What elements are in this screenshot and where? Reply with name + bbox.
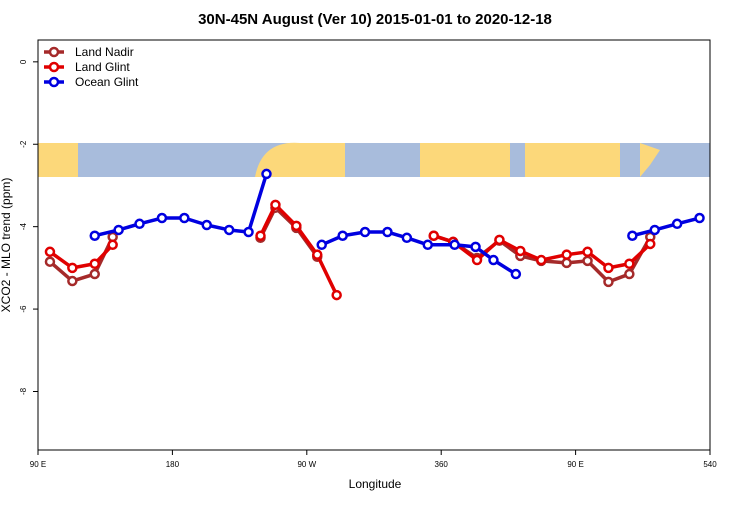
data-point <box>603 262 614 274</box>
y-tick-label: 0 <box>19 59 28 64</box>
data-point <box>422 239 434 251</box>
data-point <box>561 257 572 269</box>
y-axis-label: XCO2 - MLO trend (ppm) <box>0 178 13 313</box>
data-point <box>113 224 124 236</box>
data-point <box>156 212 168 224</box>
x-axis-label: Longitude <box>349 477 402 491</box>
data-point <box>624 258 635 269</box>
y-tick-label: -6 <box>19 305 28 313</box>
data-point <box>649 224 660 236</box>
map-land <box>38 142 660 177</box>
data-point <box>536 254 547 266</box>
data-point <box>89 268 100 280</box>
data-point <box>107 239 118 251</box>
plot-frame <box>37 39 711 451</box>
data-point <box>627 230 638 241</box>
series-line <box>94 173 700 276</box>
data-point <box>603 276 614 288</box>
data-point <box>44 256 56 267</box>
data-point <box>291 220 302 232</box>
data-point <box>401 232 413 244</box>
data-point <box>243 226 254 238</box>
data-point <box>494 234 505 246</box>
data-point <box>624 268 635 280</box>
data-point <box>510 268 522 280</box>
data-point <box>515 245 526 257</box>
data-point <box>428 230 439 241</box>
legend-label: Land Nadir <box>75 45 134 59</box>
data-point <box>561 249 572 260</box>
legend-label: Land Glint <box>75 60 130 74</box>
data-point <box>44 246 56 258</box>
data-point <box>312 249 323 260</box>
data-point <box>337 230 348 241</box>
legend-marker <box>48 76 60 88</box>
data-point <box>471 254 483 266</box>
data-point <box>316 239 327 251</box>
x-tick-label: 90 E <box>30 460 46 469</box>
data-point <box>645 238 656 250</box>
data-point <box>134 218 145 230</box>
data-point <box>488 254 499 266</box>
x-tick-label: 360 <box>435 460 449 469</box>
data-point <box>331 289 342 301</box>
data-point <box>582 255 593 267</box>
data-point <box>270 199 281 211</box>
data-point <box>671 218 683 230</box>
data-point <box>89 230 100 241</box>
series-line <box>48 203 652 296</box>
data-point <box>255 230 266 241</box>
data-point <box>89 258 100 269</box>
legend-label: Ocean Glint <box>75 75 139 89</box>
chart-title: 30N-45N August (Ver 10) 2015-01-01 to 20… <box>198 11 552 28</box>
x-tick-label: 90 W <box>297 460 316 469</box>
y-tick-label: -2 <box>19 140 28 148</box>
y-tick-label: -4 <box>19 223 28 231</box>
data-point <box>449 239 460 251</box>
y-tick-label: -8 <box>19 387 28 395</box>
legend-marker <box>48 61 60 73</box>
data-point <box>67 262 78 274</box>
data-point <box>223 224 235 236</box>
data-point <box>694 212 705 224</box>
data-point <box>382 226 393 238</box>
x-tick-label: 90 E <box>567 460 583 469</box>
legend-marker <box>48 46 60 58</box>
data-point <box>261 168 272 180</box>
data-point <box>201 219 212 231</box>
data-point <box>470 241 481 253</box>
data-point <box>67 275 78 287</box>
x-tick-label: 180 <box>166 460 180 469</box>
data-point <box>359 226 371 238</box>
data-point <box>582 246 593 258</box>
data-point <box>179 212 190 224</box>
x-tick-label: 540 <box>703 460 717 469</box>
